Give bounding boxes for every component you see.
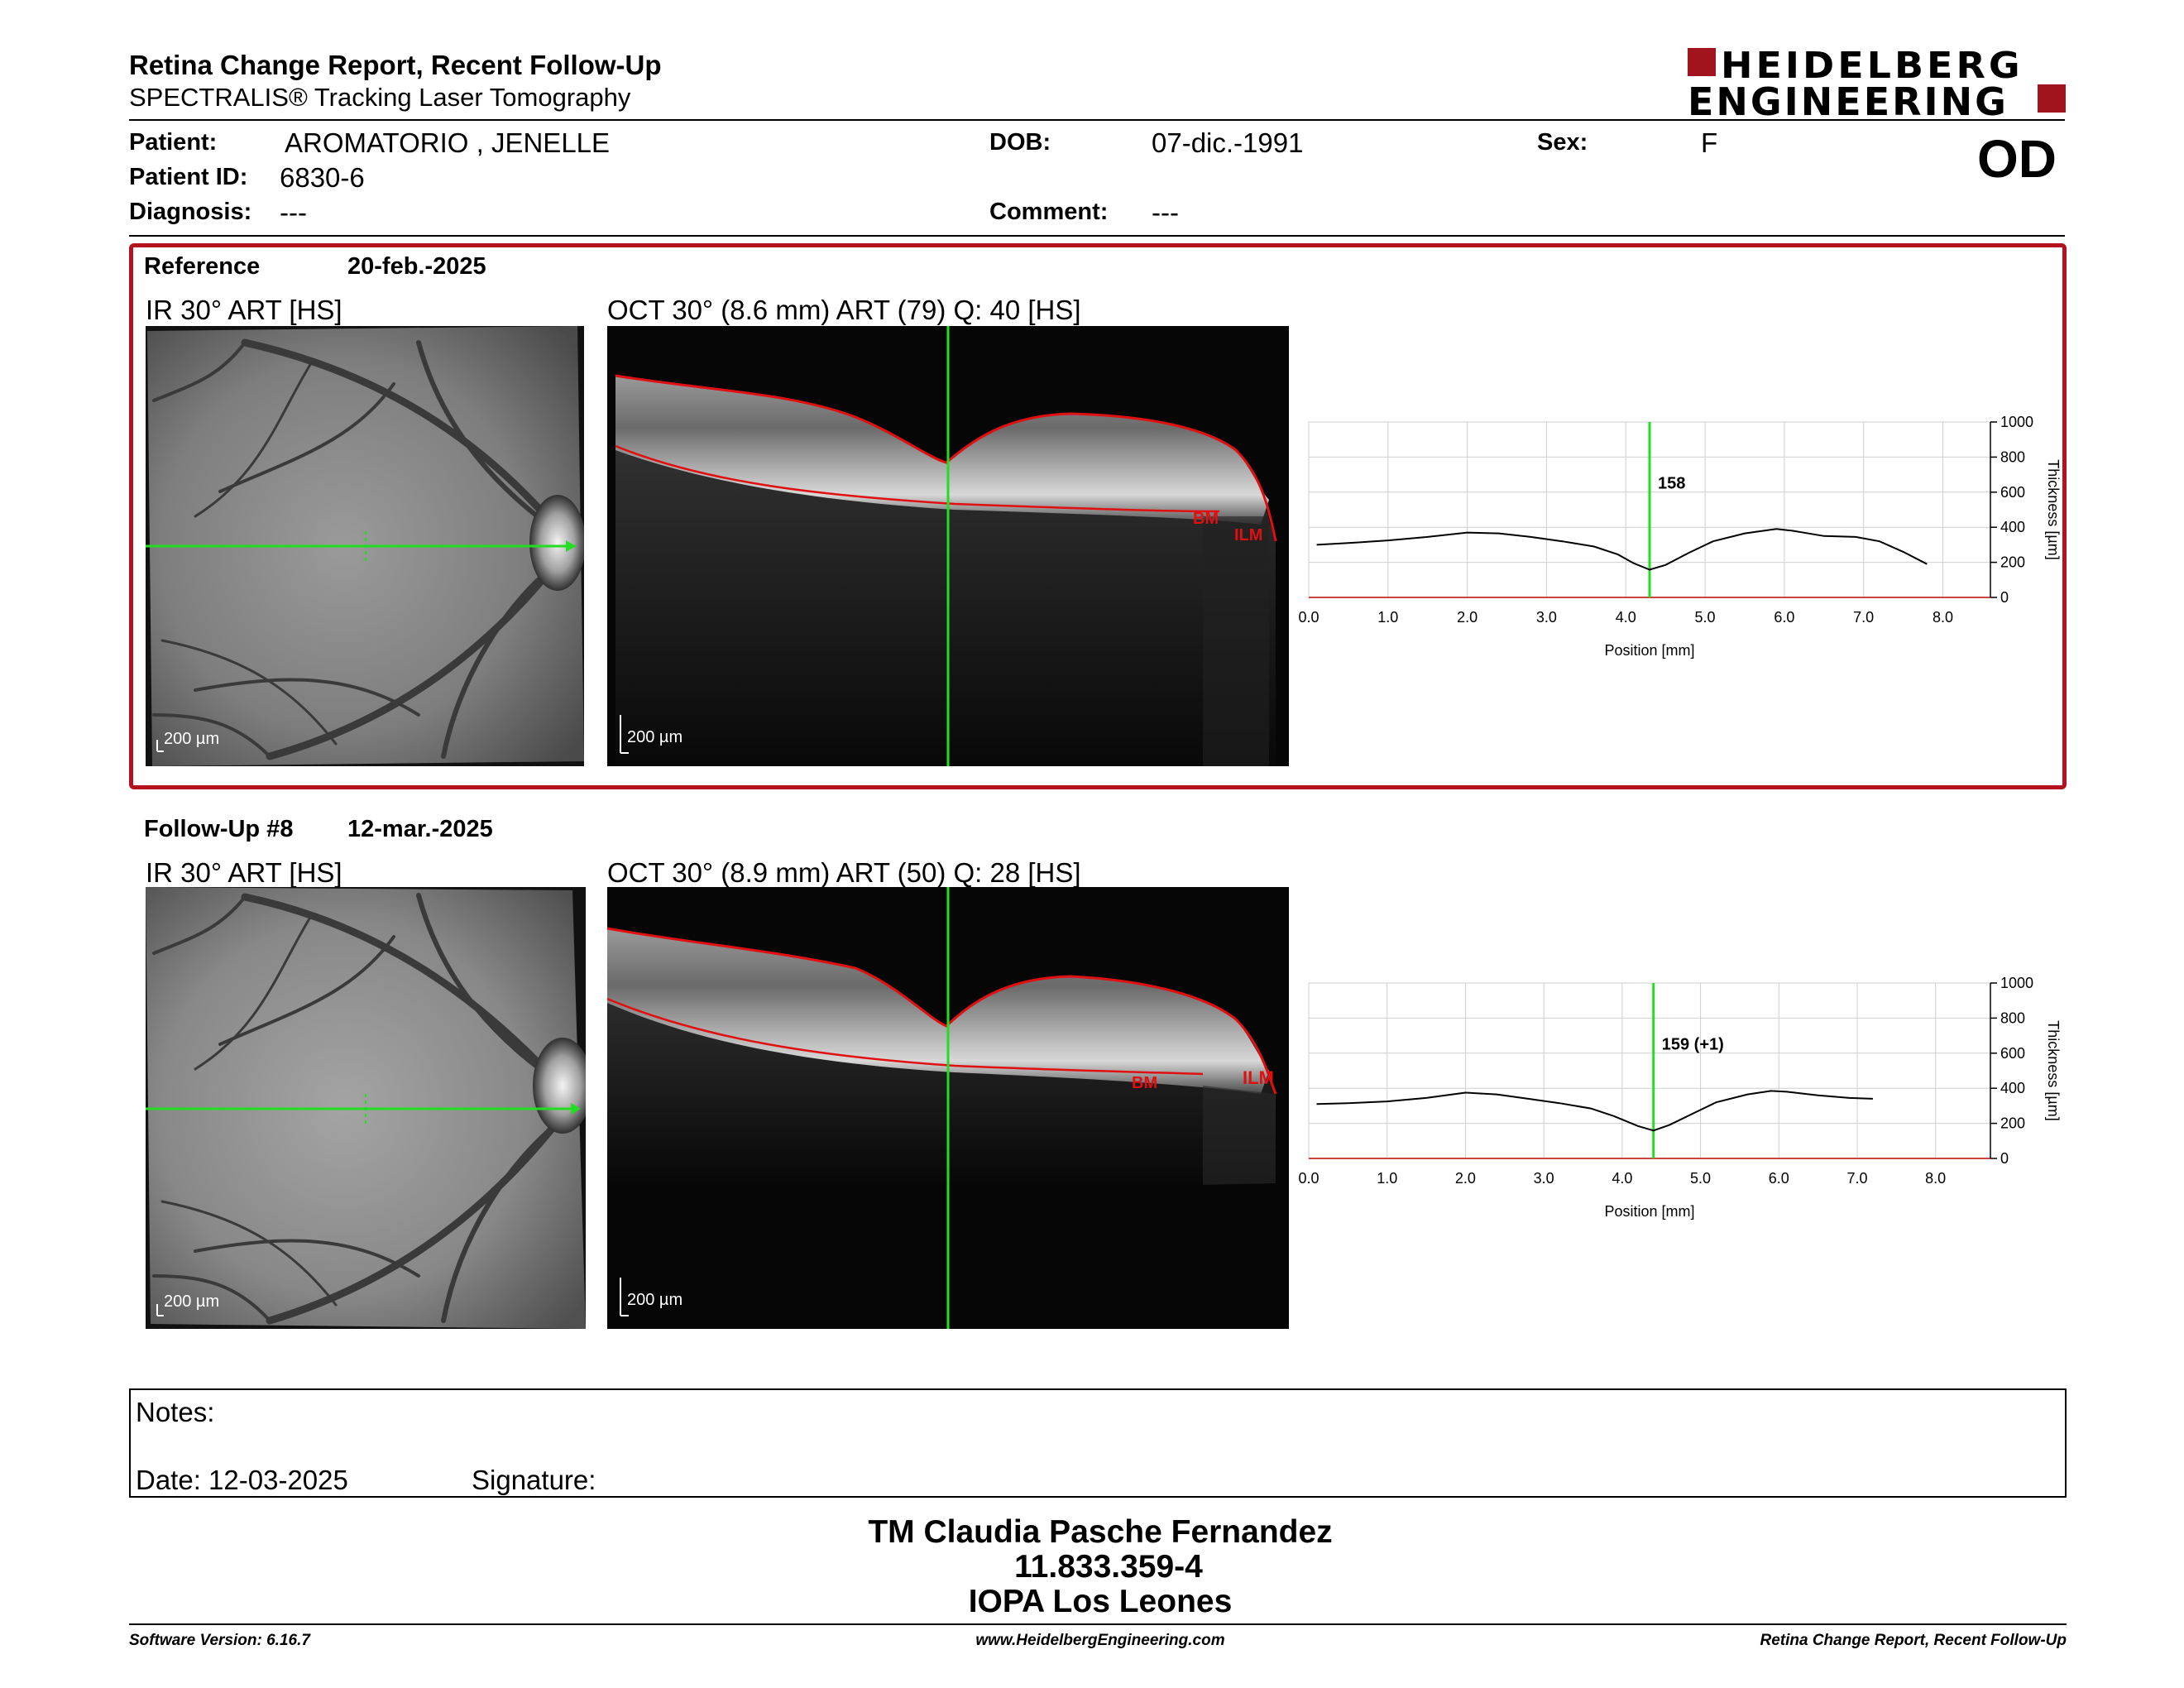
y-tick-label: 0 — [2000, 1150, 2009, 1167]
followup-oct-bscan-image[interactable]: 200 µm BM ILM — [607, 887, 1289, 1329]
x-tick-label: 5.0 — [1690, 1170, 1711, 1187]
reference-frame — [129, 243, 2067, 789]
followup-thickness-chart-svg: 0 200 400 600 800 1000 0.0 1.0 2.0 3.0 4.0 5.0 6.0 7.… — [1298, 975, 2062, 1220]
x-axis-title: Position [mm] — [1604, 1203, 1694, 1220]
heidelberg-logo: HEIDELBERG ENGINEERING — [1688, 44, 2068, 124]
y-tick-label: 600 — [2000, 484, 2025, 501]
patient-id-label: Patient ID: — [129, 164, 248, 190]
stamp-id: 11.833.359-4 — [1014, 1549, 1203, 1585]
sex-label: Sex: — [1537, 129, 1588, 156]
followup-ir-title: IR 30° ART [HS] — [146, 857, 342, 888]
report-subtitle: SPECTRALIS® Tracking Laser Tomography — [129, 83, 631, 112]
marker-value-label: 158 — [1658, 475, 1685, 493]
footer-software-version: Software Version: 6.16.7 — [129, 1632, 310, 1649]
reference-date: 20-feb.-2025 — [347, 253, 486, 280]
diagnosis-label: Diagnosis: — [129, 199, 252, 225]
followup-bm-label: BM — [1132, 1074, 1158, 1092]
thickness-series-line — [1316, 528, 1928, 571]
x-tick-label: 0.0 — [1298, 609, 1319, 626]
y-axis-title: Thickness [µm] — [2045, 1020, 2062, 1120]
reference-ir-title: IR 30° ART [HS] — [146, 295, 342, 325]
reference-ilm-label: ILM — [1234, 526, 1263, 544]
marker-value-label: 159 (+1) — [1662, 1036, 1724, 1054]
thickness-series-line — [1316, 1090, 1873, 1132]
report-title: Retina Change Report, Recent Follow-Up — [129, 50, 662, 80]
stamp-institution: IOPA Los Leones — [968, 1584, 1233, 1619]
y-tick-label: 600 — [2000, 1045, 2025, 1062]
y-tick-label: 1000 — [2000, 414, 2033, 430]
followup-oct-scale: 200 µm — [627, 1291, 683, 1309]
x-axis-title: Position [mm] — [1604, 642, 1694, 659]
notes-signature-label[interactable]: Signature: — [472, 1465, 596, 1495]
patient-id: 6830-6 — [280, 162, 365, 193]
reference-oct-scale: 200 µm — [627, 728, 683, 746]
x-tick-label: 1.0 — [1377, 609, 1398, 626]
notes-label[interactable]: Notes: — [136, 1397, 215, 1427]
reference-ir-scale: 200 µm — [164, 730, 220, 748]
comment-value: --- — [1152, 197, 1179, 228]
followup-ir-fundus-image[interactable]: 200 µm — [146, 887, 586, 1329]
y-tick-label: 400 — [2000, 1080, 2025, 1096]
y-tick-label: 800 — [2000, 448, 2025, 465]
footer-report-name: Retina Change Report, Recent Follow-Up — [1760, 1632, 2067, 1649]
reference-thickness-chart: 0 200 400 600 800 1000 0.0 1.0 2.0 3.0 4.0 5.0 6.0 7.… — [1291, 405, 2085, 687]
x-tick-label: 7.0 — [1846, 1170, 1867, 1187]
reference-ir-fundus-image[interactable]: 200 µm — [146, 326, 584, 766]
x-tick-label: 8.0 — [1933, 609, 1953, 626]
followup-label: Follow-Up #8 — [144, 816, 294, 842]
y-tick-label: 1000 — [2000, 975, 2033, 991]
y-tick-label: 200 — [2000, 1115, 2025, 1132]
notes-date: Date: 12-03-2025 — [136, 1465, 348, 1495]
reference-thickness-chart-svg: 0 200 400 600 800 1000 0.0 1.0 2.0 3.0 4.0 5.0 6.0 7.… — [1298, 414, 2062, 659]
reference-bm-label: BM — [1193, 510, 1219, 528]
x-tick-label: 3.0 — [1534, 1170, 1554, 1187]
dob-label: DOB: — [989, 129, 1051, 156]
x-tick-label: 4.0 — [1612, 1170, 1632, 1187]
y-tick-label: 200 — [2000, 554, 2025, 571]
x-tick-label: 2.0 — [1455, 1170, 1476, 1187]
sex-value: F — [1701, 127, 1718, 158]
x-tick-label: 1.0 — [1377, 1170, 1397, 1187]
patient-name-label: Patient: — [129, 129, 218, 156]
y-axis-title: Thickness [µm] — [2045, 459, 2062, 559]
reference-label: Reference — [144, 253, 261, 280]
followup-date: 12-mar.-2025 — [347, 816, 493, 842]
x-tick-label: 6.0 — [1774, 609, 1794, 626]
notes-box — [129, 1388, 2067, 1498]
x-tick-label: 2.0 — [1457, 609, 1478, 626]
x-tick-label: 7.0 — [1853, 609, 1874, 626]
stamp-name: TM Claudia Pasche Fernandez — [868, 1514, 1333, 1550]
x-tick-label: 8.0 — [1925, 1170, 1946, 1187]
followup-thickness-chart: 0 200 400 600 800 1000 0.0 1.0 2.0 3.0 4.0 5.0 6.0 7.… — [1291, 966, 2085, 1248]
x-tick-label: 6.0 — [1769, 1170, 1789, 1187]
comment-label: Comment: — [989, 199, 1109, 225]
followup-ilm-label: ILM — [1243, 1067, 1274, 1088]
y-tick-label: 0 — [2000, 589, 2009, 606]
x-tick-label: 5.0 — [1695, 609, 1716, 626]
reference-oct-title: OCT 30° (8.6 mm) ART (79) Q: 40 [HS] — [607, 295, 1081, 325]
reference-oct-bscan-image[interactable]: 200 µm BM ILM — [607, 326, 1289, 766]
x-tick-label: 4.0 — [1616, 609, 1636, 626]
followup-ir-scale: 200 µm — [164, 1292, 220, 1311]
footer-website-link[interactable]: www.HeidelbergEngineering.com — [975, 1632, 1225, 1649]
followup-oct-title: OCT 30° (8.9 mm) ART (50) Q: 28 [HS] — [607, 857, 1081, 888]
x-tick-label: 3.0 — [1536, 609, 1557, 626]
eye-indicator: OD — [1977, 129, 2057, 189]
x-tick-label: 0.0 — [1298, 1170, 1319, 1187]
plot-area — [1308, 982, 1991, 1159]
dob-value: 07-dic.-1991 — [1152, 127, 1304, 158]
patient-name: AROMATORIO , JENELLE — [285, 127, 611, 158]
y-tick-label: 400 — [2000, 519, 2025, 535]
diagnosis-value: --- — [280, 197, 307, 228]
y-tick-label: 800 — [2000, 1009, 2025, 1026]
